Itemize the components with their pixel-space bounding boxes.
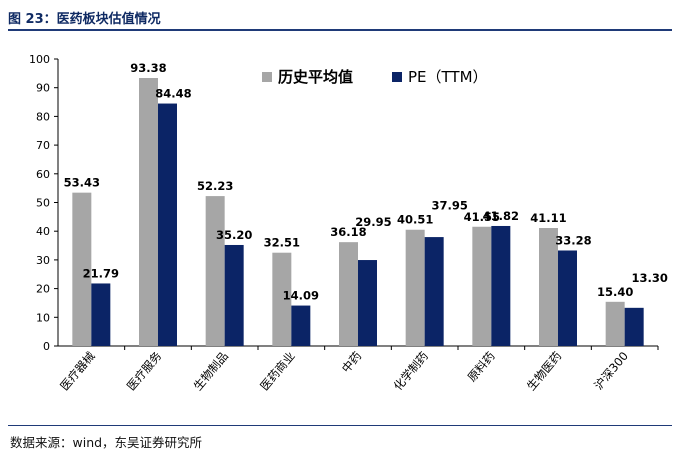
y-tick-label: 10: [36, 311, 50, 324]
data-label: 15.40: [597, 285, 633, 299]
x-category-label: 生物医药: [524, 349, 564, 393]
data-label: 41.55: [464, 210, 500, 224]
legend-label: PE（TTM）: [408, 68, 488, 86]
data-label: 40.51: [397, 213, 433, 227]
data-label: 33.28: [555, 233, 591, 247]
y-tick-label: 70: [36, 139, 50, 152]
legend-swatch-historical-avg: [262, 72, 272, 82]
y-tick-label: 50: [36, 197, 50, 210]
x-category-label: 中药: [339, 349, 365, 376]
x-category-label: 医疗器械: [57, 349, 98, 394]
x-category-label: 生物制品: [191, 349, 231, 393]
figure-title: 图 23：医药板块估值情况: [8, 12, 161, 27]
bar-pe-ttm: [291, 305, 311, 346]
legend-label: 历史平均值: [278, 68, 353, 86]
bar-pe-ttm: [224, 244, 244, 346]
y-tick-label: 80: [36, 110, 50, 123]
bar-pe-ttm: [558, 250, 577, 346]
bar-historical-avg: [472, 226, 492, 346]
y-tick-label: 60: [36, 168, 50, 181]
bar-historical-avg: [205, 196, 225, 346]
footer-rule: [8, 425, 672, 426]
bar-chart: 0 10 20 30 40 50 60 70 80 90 100 医疗器械 医疗服务 生物制品 医药商业 中药…: [29, 53, 668, 394]
x-category-label: 医药商业: [257, 349, 297, 393]
bar-historical-avg: [339, 242, 358, 346]
bar-historical-avg: [605, 301, 625, 346]
x-category-label: 原料药: [465, 349, 498, 384]
data-label: 36.18: [330, 225, 366, 239]
x-category-label: 化学制药: [391, 349, 431, 393]
data-label: 53.43: [64, 176, 100, 190]
bar-pe-ttm: [358, 260, 377, 346]
y-tick-label: 90: [36, 82, 50, 95]
bar-historical-avg: [539, 228, 558, 346]
data-label: 32.51: [264, 236, 300, 250]
data-label: 29.95: [355, 215, 391, 229]
x-category-label: 医疗服务: [124, 349, 165, 394]
data-label: 41.82: [483, 209, 519, 223]
x-category-label: 沪深300: [591, 349, 631, 392]
data-label: 84.48: [155, 87, 191, 101]
source-note: 数据来源：wind，东吴证券研究所: [10, 435, 203, 450]
data-label: 41.11: [530, 211, 566, 225]
y-tick-label: 0: [43, 340, 50, 353]
bar-pe-ttm: [491, 225, 511, 346]
bar-historical-avg: [272, 252, 292, 346]
bar-pe-ttm: [424, 237, 444, 346]
bar-historical-avg: [139, 77, 158, 347]
data-label: 37.95: [431, 199, 467, 213]
data-label: 52.23: [197, 179, 233, 193]
bar-historical-avg: [72, 192, 92, 346]
y-tick-label: 30: [36, 254, 50, 267]
y-tick-label: 40: [36, 225, 50, 238]
bar-pe-ttm: [158, 103, 177, 347]
data-label: 14.09: [283, 289, 319, 303]
bar-historical-avg: [405, 229, 425, 346]
data-label: 13.30: [631, 271, 667, 285]
data-label: 35.20: [216, 228, 252, 242]
title-rule: [8, 29, 672, 31]
data-label: 21.79: [83, 266, 119, 280]
bar-pe-ttm: [624, 307, 644, 346]
y-tick-label: 20: [36, 283, 50, 296]
legend-swatch-pe-ttm: [392, 72, 402, 82]
bar-pe-ttm: [91, 283, 111, 346]
data-label: 93.38: [130, 61, 166, 75]
y-tick-label: 100: [29, 53, 50, 66]
